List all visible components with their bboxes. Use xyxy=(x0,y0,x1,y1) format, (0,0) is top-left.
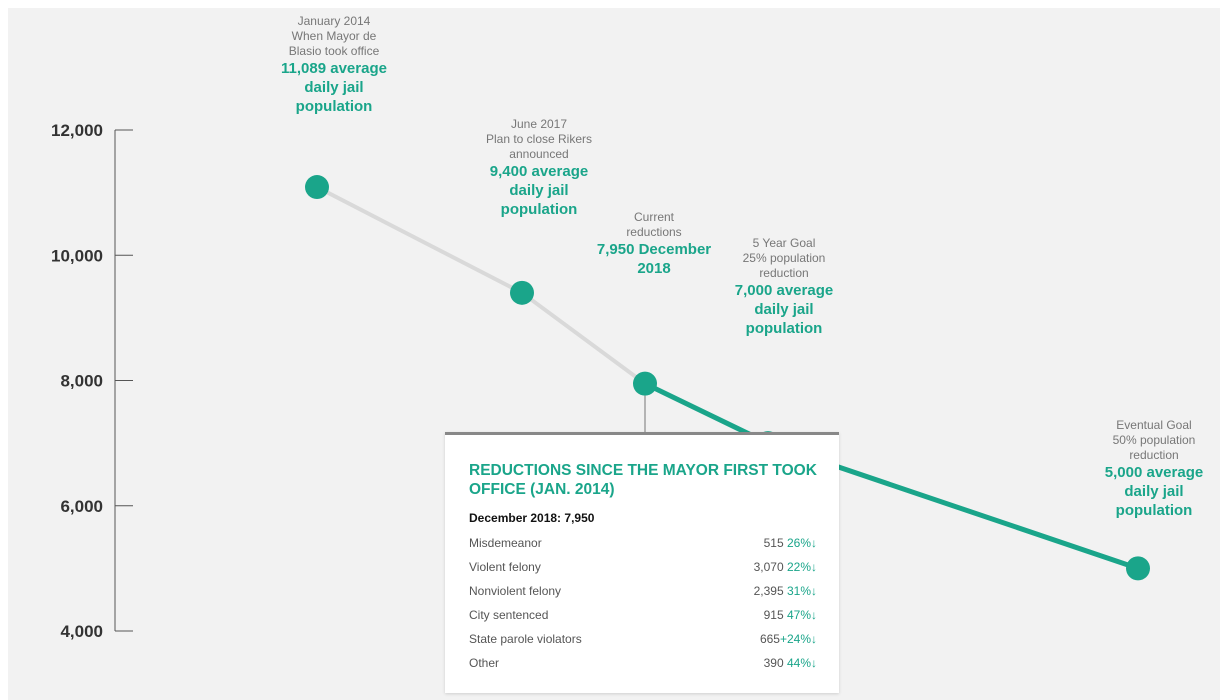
table-row: City sentenced 915 47%↓ xyxy=(469,608,817,626)
down-arrow-icon: ↓ xyxy=(811,560,817,574)
row-value: 3,070 xyxy=(753,560,784,574)
annotation-highlight: 5,000 average xyxy=(1104,464,1204,481)
annotation-highlight: 7,950 December xyxy=(596,241,712,258)
row-value: 915 xyxy=(763,608,784,622)
row-value: 390 xyxy=(763,656,784,670)
annotation-caption: June 2017 xyxy=(510,117,568,131)
data-point xyxy=(633,371,657,396)
row-values: 2,395 31%↓ xyxy=(754,584,817,598)
annotation-highlight: population xyxy=(500,201,578,218)
annotation-caption: Plan to close Rikers xyxy=(485,132,593,146)
annotation-highlight: daily jail xyxy=(509,182,569,199)
annotation-caption: When Mayor de xyxy=(291,29,377,43)
annotation-caption: Eventual Goal xyxy=(1116,418,1192,432)
annotation-highlight: daily jail xyxy=(304,79,364,96)
data-point xyxy=(1126,556,1150,581)
down-arrow-icon: ↓ xyxy=(811,584,817,598)
table-row: State parole violators 665+24%↓ xyxy=(469,632,817,650)
annotation-caption: Current xyxy=(633,210,674,224)
annotation-caption: Blasio took office xyxy=(288,44,380,58)
annotation-highlight: population xyxy=(1115,502,1193,519)
annotation-highlight: daily jail xyxy=(754,301,814,318)
row-label: State parole violators xyxy=(469,632,582,646)
row-change: +24% xyxy=(779,632,811,646)
row-values: 390 44%↓ xyxy=(764,656,817,670)
y-tick-label: 12,000 xyxy=(51,121,103,140)
table-row: Misdemeanor 515 26%↓ xyxy=(469,536,817,554)
y-tick-label: 10,000 xyxy=(51,246,103,265)
annotation-highlight: 9,400 average xyxy=(489,163,589,180)
y-tick-label: 6,000 xyxy=(60,497,103,516)
annotation-caption: reductions xyxy=(626,225,682,239)
row-change: 44% xyxy=(786,656,811,670)
annotation-caption: 50% population xyxy=(1112,433,1196,447)
y-tick-label: 8,000 xyxy=(60,372,103,391)
annotation: 5 Year Goal 25% population reduction 7,000 … xyxy=(719,236,849,338)
annotation-caption: announced xyxy=(509,147,569,161)
annotation-caption: reduction xyxy=(759,266,809,280)
annotation-highlight: daily jail xyxy=(1124,483,1184,500)
row-values: 915 47%↓ xyxy=(764,608,817,622)
annotation-caption: 25% population xyxy=(742,251,826,265)
down-arrow-icon: ↓ xyxy=(811,656,817,670)
annotation: Eventual Goal 50% population reduction 5,00… xyxy=(1089,418,1219,520)
table-subtitle: December 2018: 7,950 xyxy=(469,511,595,525)
annotation-highlight: 7,000 average xyxy=(734,282,834,299)
row-value: 665 xyxy=(759,632,780,646)
annotation: January 2014 When Mayor de Blasio took off… xyxy=(259,14,409,116)
row-value: 2,395 xyxy=(753,584,784,598)
row-values: 515 26%↓ xyxy=(764,536,817,550)
row-label: Other xyxy=(469,656,500,670)
table-row: Other 390 44%↓ xyxy=(469,656,817,674)
annotation: June 2017 Plan to close Rikers announced 9,… xyxy=(459,117,619,219)
row-values: 3,070 22%↓ xyxy=(754,560,817,574)
down-arrow-icon: ↓ xyxy=(811,536,817,550)
row-label: Nonviolent felony xyxy=(469,584,562,598)
row-value: 515 xyxy=(763,536,784,550)
table-row: Violent felony 3,070 22%↓ xyxy=(469,560,817,578)
down-arrow-icon: ↓ xyxy=(811,632,817,646)
row-label: City sentenced xyxy=(469,608,549,622)
annotation-highlight: 2018 xyxy=(637,260,671,277)
y-tick-label: 4,000 xyxy=(60,622,103,641)
annotation: Current reductions 7,950 December 2018 xyxy=(584,210,724,278)
table-row: Nonviolent felony 2,395 31%↓ xyxy=(469,584,817,602)
row-values: 665+24%↓ xyxy=(760,632,817,646)
row-change: 22% xyxy=(786,560,811,574)
row-change: 31% xyxy=(786,584,811,598)
data-point xyxy=(510,280,534,305)
annotation-caption: January 2014 xyxy=(297,14,371,28)
annotation-caption: 5 Year Goal xyxy=(752,236,816,250)
annotation-highlight: population xyxy=(295,98,373,115)
annotation-caption: reduction xyxy=(1129,448,1179,462)
data-point xyxy=(305,175,329,200)
down-arrow-icon: ↓ xyxy=(811,608,817,622)
annotation-highlight: 11,089 average xyxy=(281,60,387,77)
annotation-highlight: population xyxy=(745,320,823,337)
row-label: Misdemeanor xyxy=(469,536,542,550)
table-title: REDUCTIONS SINCE THE MAYOR FIRST TOOK OF… xyxy=(469,462,817,498)
row-change: 47% xyxy=(786,608,811,622)
row-change: 26% xyxy=(786,536,811,550)
row-label: Violent felony xyxy=(469,560,541,574)
reductions-table-card: REDUCTIONS SINCE THE MAYOR FIRST TOOK OF… xyxy=(445,432,839,693)
